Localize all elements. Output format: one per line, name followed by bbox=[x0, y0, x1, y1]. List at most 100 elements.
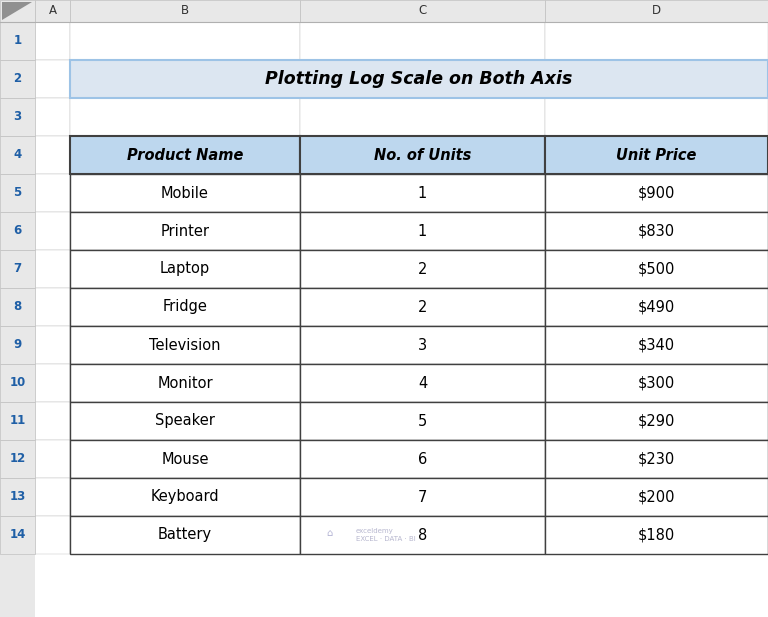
Bar bbox=[70, 212, 300, 250]
Text: $200: $200 bbox=[637, 489, 675, 505]
Text: Speaker: Speaker bbox=[155, 413, 215, 428]
Polygon shape bbox=[2, 2, 32, 20]
Bar bbox=[70, 440, 300, 478]
Bar bbox=[545, 402, 768, 440]
Text: Unit Price: Unit Price bbox=[616, 147, 697, 162]
Bar bbox=[35, 516, 70, 554]
Bar bbox=[70, 478, 300, 516]
Bar bbox=[35, 174, 70, 212]
Bar bbox=[300, 326, 545, 364]
Bar bbox=[35, 364, 70, 402]
Bar bbox=[545, 136, 768, 174]
Text: Printer: Printer bbox=[161, 223, 210, 239]
Text: 12: 12 bbox=[9, 452, 25, 465]
Bar bbox=[300, 136, 545, 174]
Bar bbox=[0, 22, 35, 60]
Bar bbox=[35, 0, 70, 22]
Bar bbox=[70, 364, 300, 402]
Text: 9: 9 bbox=[13, 339, 22, 352]
Bar bbox=[70, 174, 300, 212]
Text: 1: 1 bbox=[418, 223, 427, 239]
Bar bbox=[70, 478, 300, 516]
Bar bbox=[300, 288, 545, 326]
Bar bbox=[300, 440, 545, 478]
Bar bbox=[545, 174, 768, 212]
Text: $340: $340 bbox=[638, 337, 675, 352]
Text: 6: 6 bbox=[13, 225, 22, 238]
Bar bbox=[35, 60, 70, 98]
Bar bbox=[70, 174, 300, 212]
Bar bbox=[300, 516, 545, 554]
Bar bbox=[300, 440, 545, 478]
Bar bbox=[35, 22, 70, 60]
Text: Product Name: Product Name bbox=[127, 147, 243, 162]
Bar bbox=[545, 250, 768, 288]
Bar bbox=[35, 212, 70, 250]
Bar bbox=[0, 326, 35, 364]
Bar bbox=[545, 440, 768, 478]
Text: $500: $500 bbox=[637, 262, 675, 276]
Bar bbox=[300, 402, 545, 440]
Text: 3: 3 bbox=[418, 337, 427, 352]
Bar bbox=[545, 212, 768, 250]
Bar bbox=[300, 288, 545, 326]
Bar bbox=[300, 136, 545, 174]
Bar bbox=[545, 364, 768, 402]
Text: Laptop: Laptop bbox=[160, 262, 210, 276]
Text: 5: 5 bbox=[418, 413, 427, 428]
Text: ⌂: ⌂ bbox=[326, 528, 333, 538]
Bar bbox=[35, 478, 70, 516]
Bar bbox=[545, 402, 768, 440]
Bar bbox=[300, 212, 545, 250]
Text: 8: 8 bbox=[418, 528, 427, 542]
Bar bbox=[70, 516, 300, 554]
Bar bbox=[0, 440, 35, 478]
Bar bbox=[70, 212, 300, 250]
Text: 2: 2 bbox=[13, 73, 22, 86]
Text: No. of Units: No. of Units bbox=[374, 147, 472, 162]
Bar bbox=[35, 402, 70, 440]
Bar bbox=[300, 478, 545, 516]
Bar bbox=[70, 136, 300, 174]
Bar bbox=[35, 326, 70, 364]
Bar bbox=[545, 98, 768, 136]
Text: $230: $230 bbox=[638, 452, 675, 466]
Bar bbox=[545, 22, 768, 60]
Bar bbox=[70, 22, 300, 60]
Bar bbox=[300, 22, 545, 60]
Text: Fridge: Fridge bbox=[163, 299, 207, 315]
Bar bbox=[70, 250, 300, 288]
Bar bbox=[35, 288, 70, 326]
Bar bbox=[70, 250, 300, 288]
Bar bbox=[70, 364, 300, 402]
Bar bbox=[300, 60, 545, 98]
Bar bbox=[545, 250, 768, 288]
Bar bbox=[300, 326, 545, 364]
Bar bbox=[35, 250, 70, 288]
Text: 4: 4 bbox=[13, 149, 22, 162]
Text: 8: 8 bbox=[13, 300, 22, 313]
Text: $490: $490 bbox=[638, 299, 675, 315]
Bar bbox=[0, 98, 35, 136]
Bar bbox=[545, 478, 768, 516]
Bar bbox=[70, 0, 300, 22]
Bar bbox=[0, 136, 35, 174]
Bar bbox=[35, 98, 70, 136]
Text: 5: 5 bbox=[13, 186, 22, 199]
Bar bbox=[545, 60, 768, 98]
Text: $900: $900 bbox=[637, 186, 675, 201]
Bar bbox=[300, 212, 545, 250]
Bar bbox=[545, 174, 768, 212]
Text: Battery: Battery bbox=[158, 528, 212, 542]
Bar bbox=[300, 0, 545, 22]
Text: B: B bbox=[181, 4, 189, 17]
Text: 14: 14 bbox=[9, 529, 25, 542]
Bar bbox=[0, 60, 35, 98]
Text: Keyboard: Keyboard bbox=[151, 489, 220, 505]
Bar bbox=[0, 212, 35, 250]
Bar bbox=[545, 212, 768, 250]
Bar bbox=[35, 136, 70, 174]
Bar bbox=[545, 288, 768, 326]
Bar bbox=[0, 402, 35, 440]
Bar bbox=[0, 516, 35, 554]
